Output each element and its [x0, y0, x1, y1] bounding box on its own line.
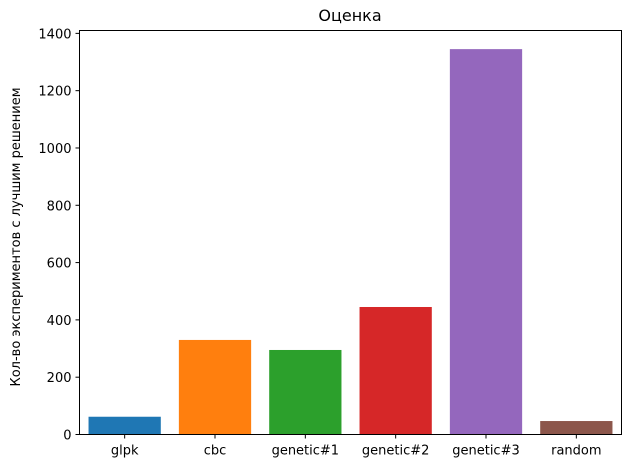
- bar-glpk: [88, 416, 161, 435]
- x-tick-label: genetic#3: [452, 444, 520, 459]
- bar-genetic#3: [449, 49, 523, 435]
- bars-group: [88, 49, 613, 435]
- y-axis-label: Кол-во экспериментов с лучшим решением: [9, 87, 24, 386]
- y-tick-label: 1200: [38, 85, 71, 100]
- bar-random: [540, 421, 613, 435]
- y-tick-label: 1400: [38, 27, 71, 42]
- x-tick-label: random: [551, 444, 601, 459]
- bar-genetic#2: [359, 306, 432, 435]
- y-tick-label: 800: [47, 199, 72, 214]
- x-tick-label: glpk: [111, 444, 139, 459]
- y-tick-label: 600: [47, 257, 72, 272]
- bar-genetic#1: [269, 349, 342, 435]
- y-tick-label: 0: [63, 429, 71, 444]
- x-tick-label: cbc: [204, 444, 227, 459]
- y-tick-label: 1000: [38, 142, 71, 157]
- y-tick-label: 200: [47, 371, 72, 386]
- plot-frame: [79, 30, 622, 435]
- x-tick-label: genetic#2: [362, 444, 430, 459]
- chart-title: Оценка: [318, 6, 381, 25]
- x-ticks-group: glpk cbc genetic#1 genetic#2 genetic#3 random: [111, 434, 602, 459]
- bar-cbc: [178, 339, 252, 435]
- x-tick-label: genetic#1: [272, 444, 340, 459]
- y-ticks-group: 0 200 400 600 800 1000 1200 1400: [38, 27, 80, 444]
- y-tick-label: 400: [47, 314, 72, 329]
